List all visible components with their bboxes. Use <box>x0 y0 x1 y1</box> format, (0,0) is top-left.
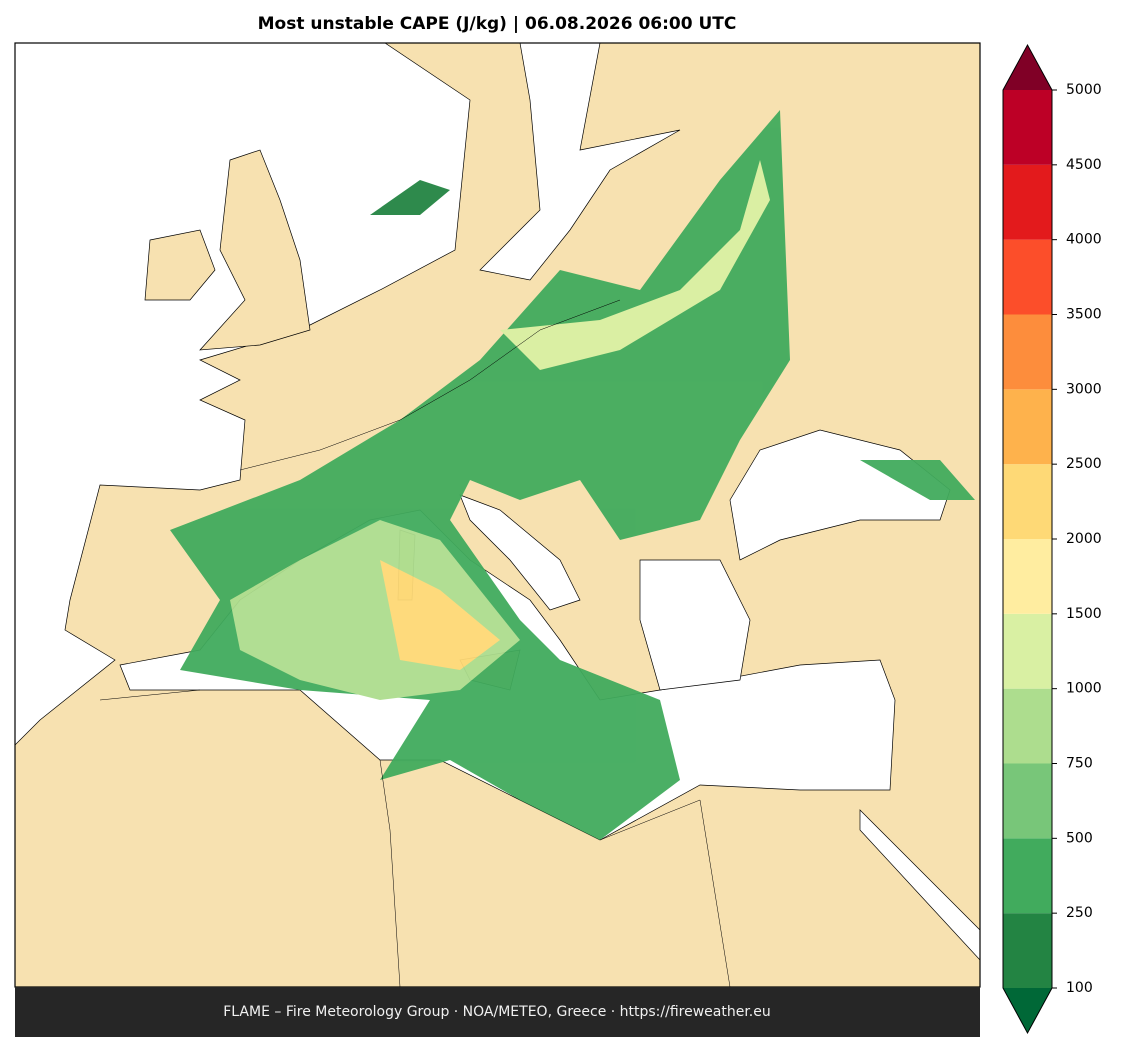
colorbar-segment <box>1003 389 1052 465</box>
colorbar-tick-label: 100 <box>1066 980 1093 996</box>
ireland <box>144 229 216 301</box>
colorbar-tick-label: 5000 <box>1066 82 1102 98</box>
colorbar-tick-label: 1500 <box>1066 606 1102 622</box>
colorbar-segment <box>1003 539 1052 614</box>
colorbar-segment <box>1003 314 1052 390</box>
map-title: Most unstable CAPE (J/kg) | 06.08.2026 0… <box>258 14 737 34</box>
cape-area <box>860 460 975 500</box>
colorbar-segment <box>1003 164 1052 240</box>
cape-field <box>170 110 975 840</box>
border <box>99 689 731 987</box>
colorbar-tick-label: 4500 <box>1066 157 1102 173</box>
map <box>15 43 980 987</box>
colorbar-tick-label: 500 <box>1066 830 1093 846</box>
colorbar-segment <box>1003 464 1052 539</box>
red-sea <box>859 809 980 961</box>
cape-area <box>500 160 770 370</box>
colorbar-tick-label: 4000 <box>1066 232 1102 248</box>
colorbar-segment <box>1003 838 1052 914</box>
colorbar-tick-label: 3000 <box>1066 381 1102 397</box>
colorbar-tick-label: 1000 <box>1066 681 1102 697</box>
colorbar-extend-under <box>1003 988 1052 1033</box>
border <box>239 299 621 471</box>
great-britain <box>199 149 311 351</box>
cape-area <box>380 560 500 670</box>
borders <box>99 299 731 987</box>
colorbar-segment <box>1003 613 1052 689</box>
footer-bar <box>15 987 980 1037</box>
aegean <box>639 559 751 691</box>
colorbar-tick-label: 3500 <box>1066 307 1102 323</box>
adriatic <box>459 494 581 611</box>
colorbar-tick-label: 2500 <box>1066 456 1102 472</box>
colorbar-segment <box>1003 239 1052 315</box>
colorbar-extend-over <box>1003 45 1052 90</box>
colorbar-segment <box>1003 913 1052 988</box>
colorbar-segment <box>1003 763 1052 839</box>
footer-text: FLAME – Fire Meteorology Group · NOA/MET… <box>223 1004 771 1020</box>
cape-area <box>370 180 450 215</box>
colorbar: 100 250 500 750 1000 1500 2000 2500 3000 3500 4000… <box>1002 43 1102 1035</box>
colorbar-segment <box>1003 688 1052 764</box>
colorbar-tick-label: 750 <box>1066 756 1093 772</box>
colorbar-tick-label: 250 <box>1066 905 1093 921</box>
colorbar-segment <box>1003 90 1052 165</box>
atlantic <box>15 43 471 746</box>
baltic <box>479 43 681 281</box>
colorbar-tick-label: 2000 <box>1066 531 1102 547</box>
